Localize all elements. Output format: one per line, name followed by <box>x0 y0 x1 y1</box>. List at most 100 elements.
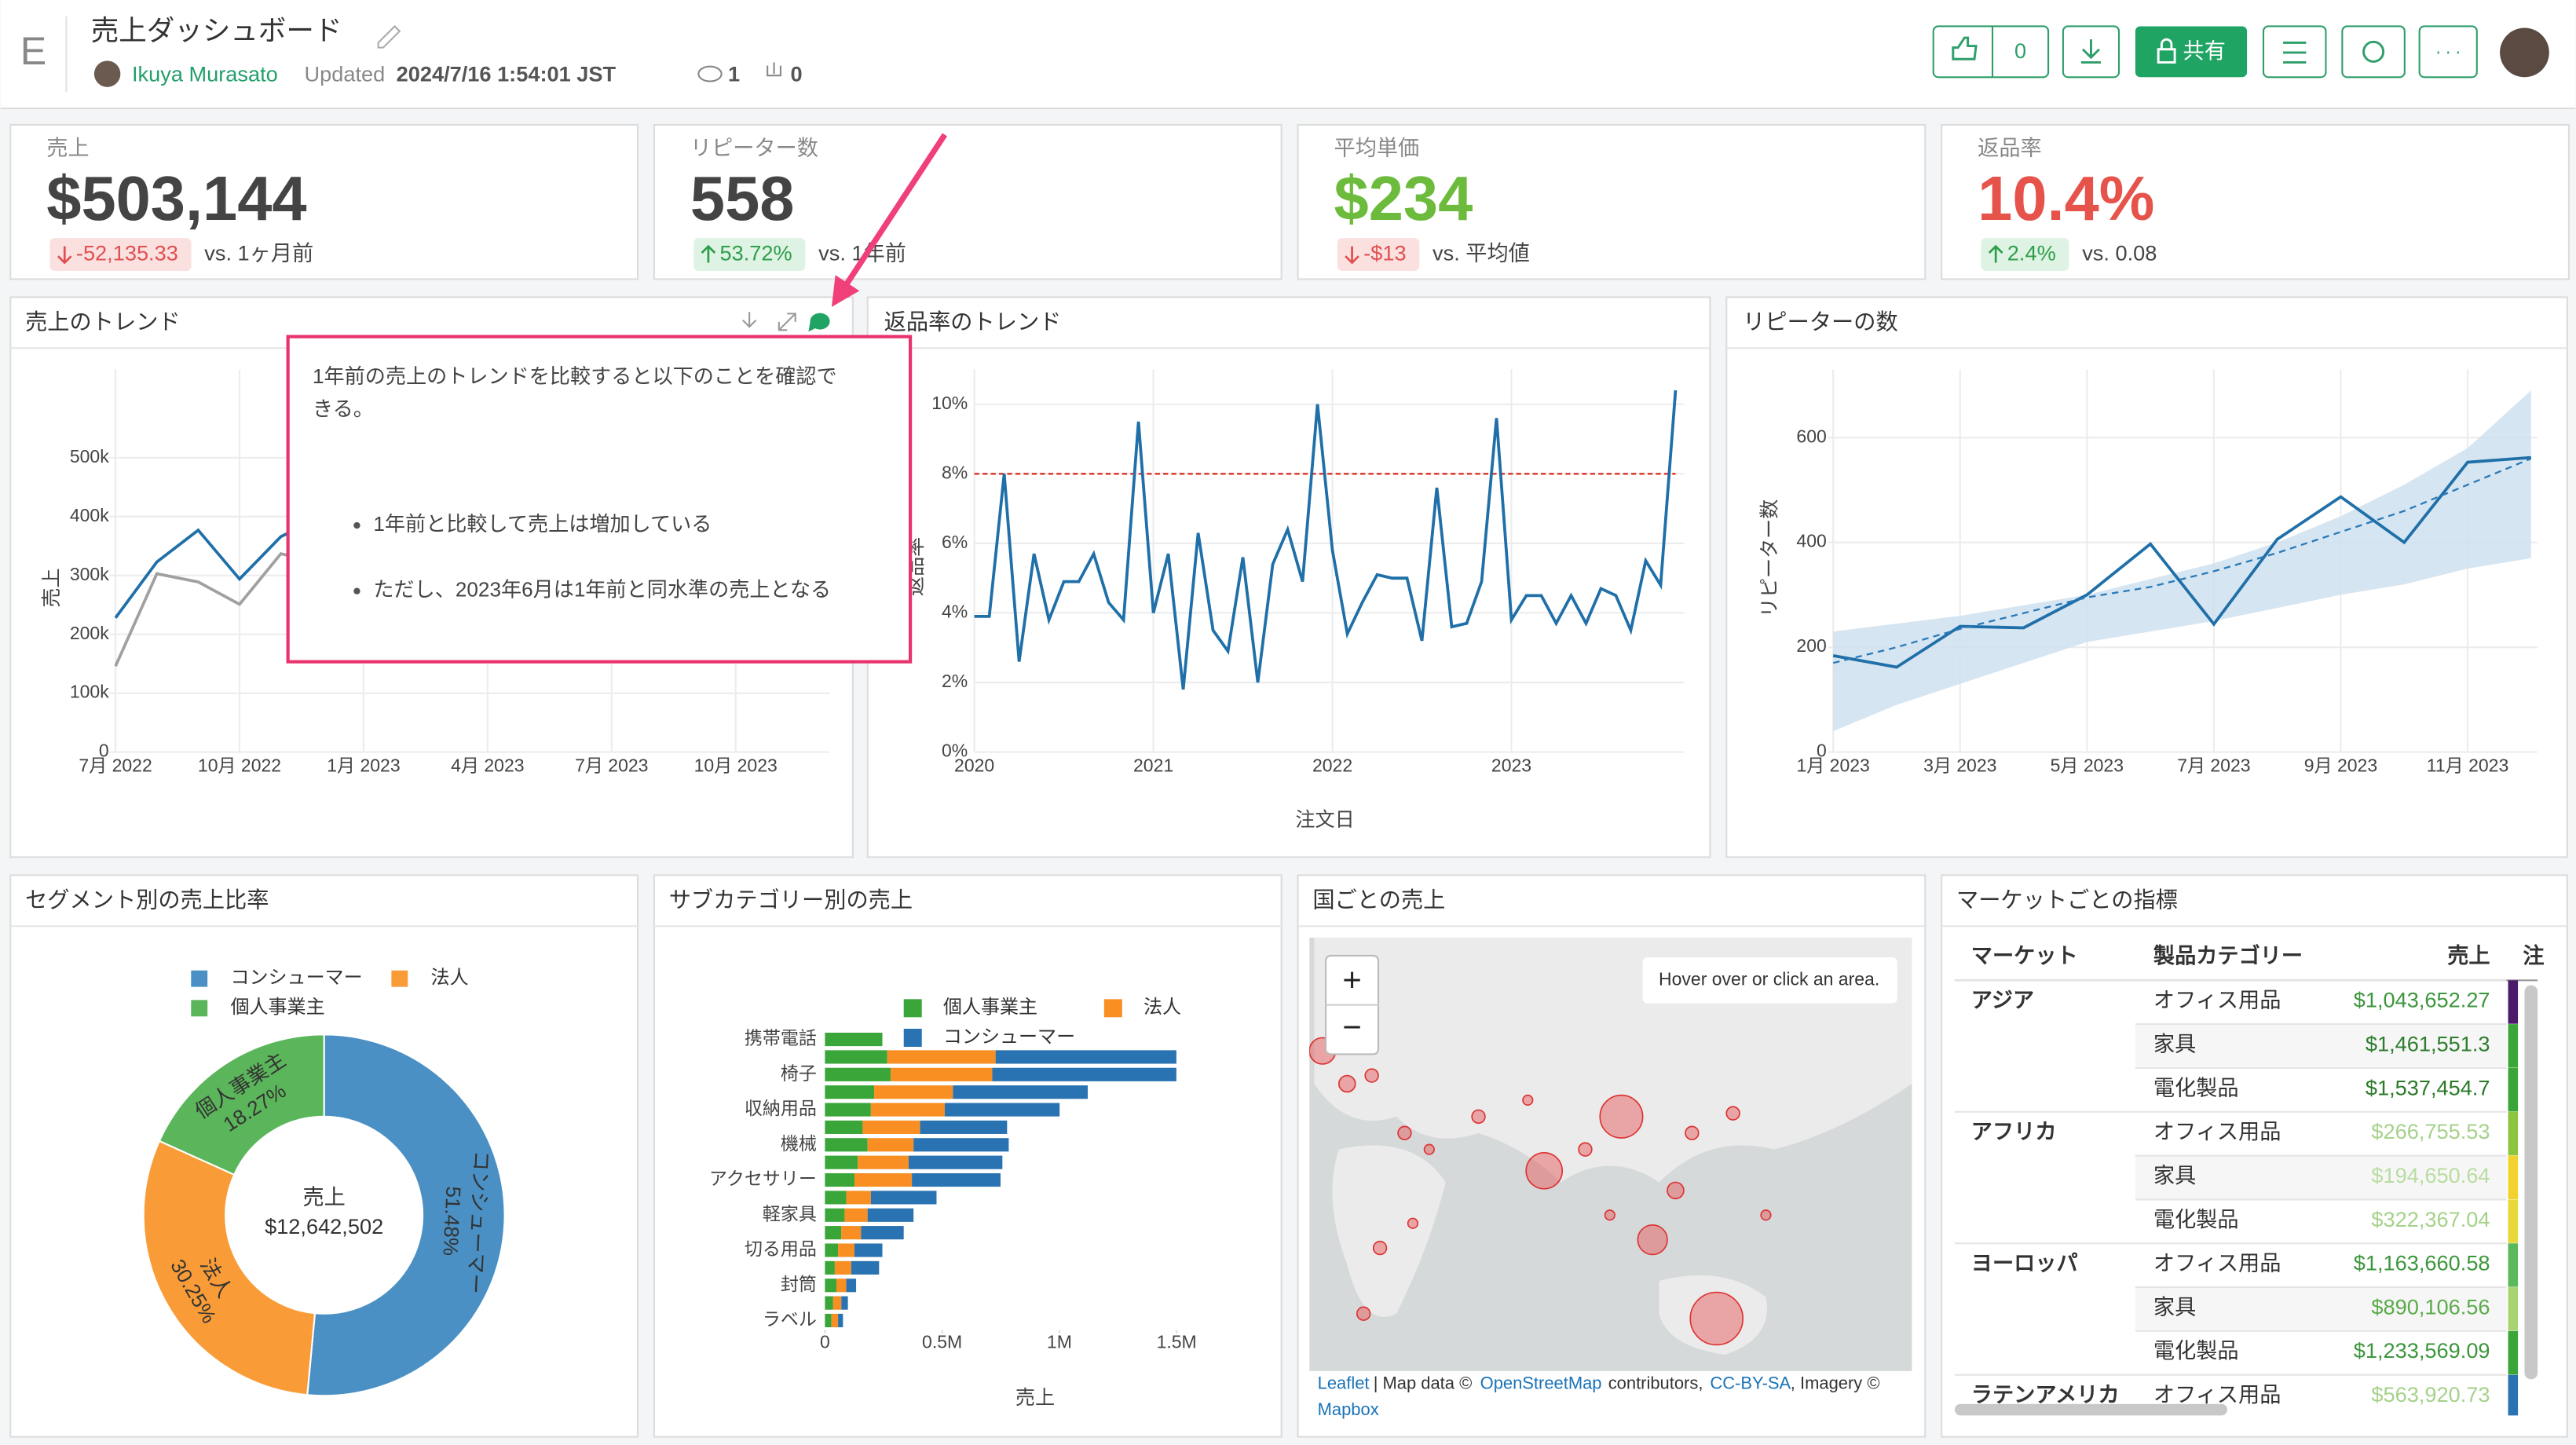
kpi-label: 返品率 <box>1978 135 2042 159</box>
sales: $1,461,551.3 <box>2366 1031 2490 1055</box>
category: 電化製品 <box>2153 1338 2239 1363</box>
line-series <box>974 390 1678 690</box>
logo[interactable]: E <box>20 29 46 73</box>
x-tick-label: 9月 2023 <box>2304 755 2377 776</box>
column-header: 製品カテゴリー <box>2153 943 2303 968</box>
x-tick-label: 1月 2023 <box>1797 755 1870 776</box>
map-bubbles <box>1309 1037 1772 1346</box>
y-tick-label: 400k <box>70 505 109 525</box>
y-tick-label: 0 <box>1817 741 1827 761</box>
bar-segment <box>825 1191 847 1205</box>
map-hint: Hover over or click an area. <box>1659 968 1879 989</box>
bar-segment <box>912 1172 1001 1187</box>
bar-segment <box>834 1260 851 1275</box>
bar-segment <box>831 1313 839 1328</box>
market-name: アジア <box>1971 988 2034 1012</box>
download-icon[interactable] <box>742 312 757 328</box>
views-icon <box>697 65 723 82</box>
bar-segment <box>844 1208 868 1222</box>
bullet <box>353 521 360 529</box>
y-tick-label: 500k <box>70 446 109 466</box>
comment-line: 1年前の売上のトレンドを比較すると以下のことを確認で <box>313 364 837 388</box>
bar-segment <box>825 1313 832 1328</box>
y-tick-label: ラベル <box>763 1309 817 1330</box>
zoom-out[interactable]: − <box>1342 1008 1361 1045</box>
vertical-scrollbar[interactable] <box>2524 985 2538 1380</box>
edit-icon[interactable] <box>377 24 401 49</box>
y-tick-label: 0% <box>942 741 968 761</box>
x-tick-label: 10月 2022 <box>198 755 281 776</box>
x-tick-label: 7月 2023 <box>575 755 648 776</box>
x-tick-label: 4月 2023 <box>451 755 524 776</box>
kpi-value: 558 <box>690 163 795 233</box>
horizontal-scrollbar[interactable] <box>1954 1403 2227 1416</box>
y-tick-label: 400 <box>1796 531 1826 551</box>
kpi-label: 平均単価 <box>1334 135 1420 159</box>
sales: $1,537,454.7 <box>2366 1075 2490 1099</box>
updated-time: 2024/7/16 1:54:01 JST <box>397 61 617 86</box>
x-tick-label: 5月 2023 <box>2051 755 2124 776</box>
bar-segment <box>825 1103 871 1117</box>
x-tick-label: 1月 2023 <box>327 755 400 776</box>
sales: $890,106.56 <box>2371 1294 2490 1319</box>
category: 家具 <box>2153 1163 2196 1187</box>
column-header: 売上 <box>2447 943 2490 968</box>
bar-segment <box>841 1226 862 1240</box>
author-avatar <box>93 60 121 87</box>
bar-segment <box>913 1138 1009 1152</box>
color-strip <box>2508 1199 2519 1243</box>
market-name: アフリカ <box>1971 1119 2057 1143</box>
bar-segment <box>908 1155 1003 1169</box>
category: オフィス用品 <box>2153 1251 2281 1275</box>
like-button[interactable] <box>1932 25 2050 79</box>
zoom-in[interactable]: + <box>1342 960 1361 997</box>
bar-segment <box>825 1067 891 1081</box>
author[interactable]: Ikuya Murasato <box>132 61 278 86</box>
color-strip <box>2508 980 2519 1024</box>
legend-label: 法人 <box>431 968 469 989</box>
bar-segment <box>854 1172 913 1187</box>
user-avatar[interactable] <box>2500 27 2549 78</box>
bar-segment <box>992 1067 1176 1081</box>
comment-box <box>286 335 913 664</box>
dashboard-title: 売上ダッシュボード <box>91 15 342 46</box>
sales: $1,043,652.27 <box>2354 988 2490 1012</box>
expand-icon[interactable] <box>778 313 796 331</box>
map[interactable]: + − Hover over or click an area. <box>1309 937 1912 1371</box>
color-strip <box>2508 1330 2519 1375</box>
panel-title: セグメント別の売上比率 <box>25 887 269 912</box>
schedule-button[interactable] <box>2341 25 2406 79</box>
sales: $266,755.53 <box>2371 1119 2490 1143</box>
bar-segment <box>995 1050 1176 1064</box>
legend-swatch <box>903 1028 922 1047</box>
kpi-arrow <box>1345 246 1359 265</box>
attribution-link[interactable]: OpenStreetMap <box>1480 1373 1602 1392</box>
bar-segment <box>825 1208 845 1222</box>
attribution-link[interactable]: CC-BY-SA <box>1710 1373 1791 1392</box>
panel-title: 売上のトレンド <box>25 309 181 334</box>
category: オフィス用品 <box>2153 988 2281 1012</box>
bar-segment <box>887 1050 996 1064</box>
x-axis-label: 注文日 <box>1295 809 1354 831</box>
y-tick-label: アクセサリー <box>709 1169 817 1189</box>
bar-segment <box>825 1085 875 1099</box>
attribution-link[interactable]: Leaflet <box>1318 1373 1370 1392</box>
annotation-arrow <box>831 133 948 307</box>
bar-segment <box>867 1208 914 1222</box>
bar-segment <box>825 1260 835 1275</box>
share-button[interactable] <box>2135 26 2248 78</box>
bar-segment <box>825 1243 839 1257</box>
download-count-icon <box>767 62 781 77</box>
attribution: , Imagery © <box>1791 1373 1880 1392</box>
confidence-band <box>1833 390 2531 731</box>
y-tick-label: 600 <box>1796 426 1826 446</box>
comment-icon[interactable] <box>808 313 830 332</box>
kpi-delta-badge <box>1337 238 1420 271</box>
legend-swatch <box>391 970 408 987</box>
category: 家具 <box>2153 1031 2196 1055</box>
color-strip <box>2508 1287 2519 1331</box>
market-name: ヨーロッパ <box>1971 1251 2078 1275</box>
category: 電化製品 <box>2153 1207 2239 1231</box>
attribution-link[interactable]: Mapbox <box>1318 1399 1379 1419</box>
